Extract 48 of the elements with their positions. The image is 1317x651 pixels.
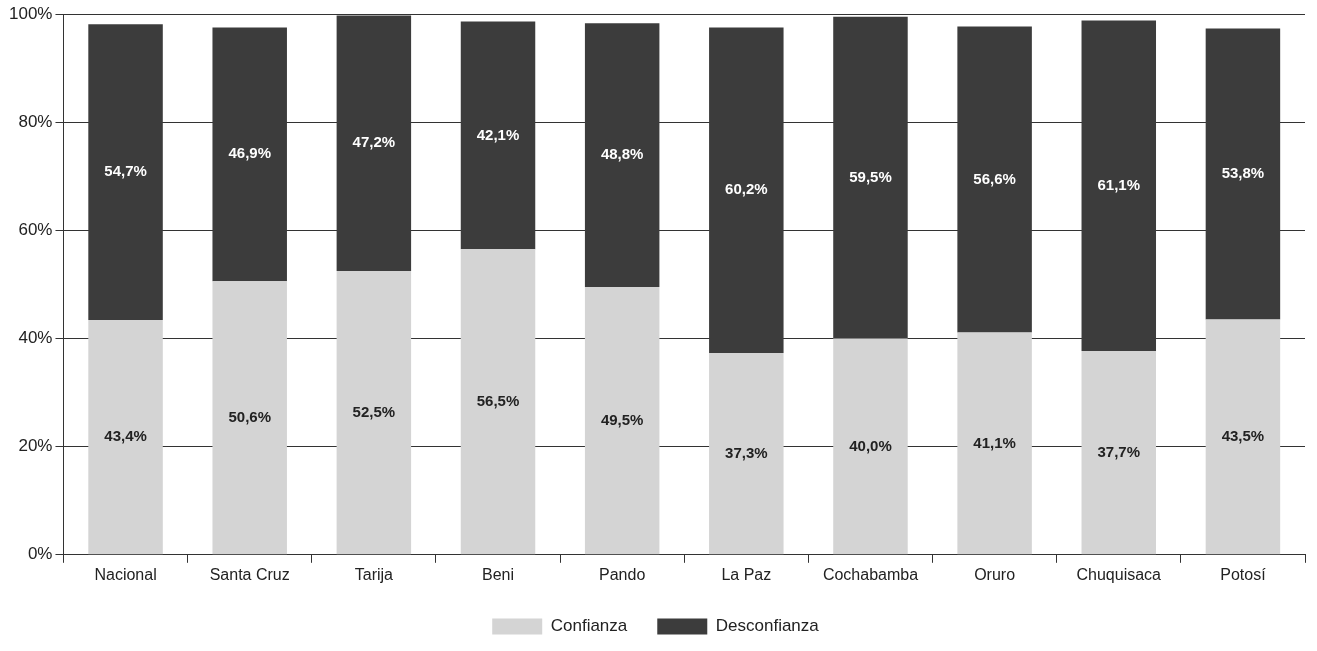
bar bbox=[1081, 350, 1157, 555]
bar bbox=[709, 353, 784, 555]
data-label: 37,7% bbox=[1097, 442, 1141, 460]
legend-label: Desconfianza bbox=[715, 616, 820, 636]
data-label: 56,6% bbox=[973, 169, 1016, 187]
data-label: 46,9% bbox=[228, 144, 271, 162]
x-tick-label: Nacional bbox=[94, 565, 157, 583]
y-tick-label: 100% bbox=[9, 3, 53, 23]
bar bbox=[1205, 319, 1281, 555]
x-tick-label: Potosí bbox=[1220, 565, 1267, 583]
bar bbox=[460, 249, 536, 555]
data-label: 61,1% bbox=[1097, 175, 1141, 193]
data-label: 37,3% bbox=[725, 443, 768, 461]
data-label: 47,2% bbox=[352, 133, 396, 151]
bar bbox=[212, 281, 287, 555]
data-label: 43,4% bbox=[104, 427, 147, 445]
data-label: 52,5% bbox=[352, 402, 396, 420]
data-label: 50,6% bbox=[228, 407, 271, 425]
data-label: 59,5% bbox=[849, 167, 892, 185]
x-tick-label: Tarija bbox=[354, 565, 394, 583]
x-tick-label: Santa Cruz bbox=[209, 565, 290, 583]
y-tick-label: 60% bbox=[18, 220, 53, 240]
bar bbox=[584, 287, 660, 555]
x-tick-label: Beni bbox=[482, 565, 515, 583]
data-label: 43,5% bbox=[1221, 427, 1265, 445]
bar bbox=[957, 332, 1032, 555]
bar bbox=[336, 270, 412, 555]
data-label: 49,5% bbox=[600, 410, 644, 428]
data-label: 42,1% bbox=[476, 125, 520, 143]
data-label: 56,5% bbox=[476, 391, 520, 409]
data-label: 41,1% bbox=[973, 433, 1016, 451]
y-tick-label: 0% bbox=[27, 544, 53, 564]
y-tick-label: 20% bbox=[18, 436, 53, 456]
x-tick-label: Cochabamba bbox=[822, 565, 919, 583]
data-label: 53,8% bbox=[1221, 164, 1265, 182]
legend-label: Confianza bbox=[550, 616, 628, 636]
data-label: 40,0% bbox=[849, 436, 892, 454]
bar bbox=[88, 320, 163, 555]
bar bbox=[833, 338, 908, 555]
x-tick-label: Chuquisaca bbox=[1076, 565, 1162, 583]
data-label: 60,2% bbox=[725, 180, 768, 198]
data-label: 54,7% bbox=[104, 162, 147, 180]
data-label: 48,8% bbox=[600, 145, 644, 163]
x-tick-label: Pando bbox=[599, 565, 646, 583]
y-tick-label: 40% bbox=[18, 328, 53, 348]
x-tick-label: La Paz bbox=[721, 565, 772, 583]
y-tick-label: 80% bbox=[18, 111, 53, 131]
x-tick-label: Oruro bbox=[974, 565, 1016, 583]
